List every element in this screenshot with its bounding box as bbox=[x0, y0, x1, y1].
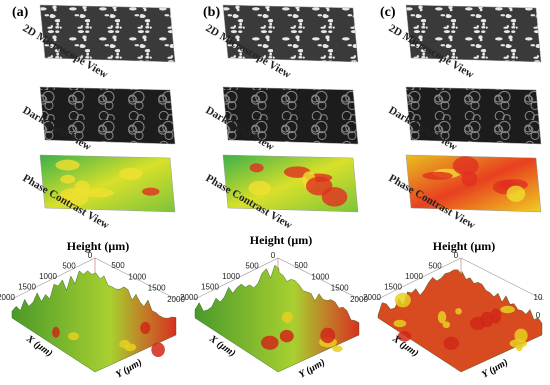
plot-title: Height (μm) bbox=[67, 239, 129, 253]
microscope-layer bbox=[222, 4, 359, 63]
x-tick-label: 2000 bbox=[0, 293, 15, 302]
height-surface bbox=[194, 264, 360, 373]
surface-peak bbox=[68, 332, 80, 341]
surface-peak bbox=[393, 319, 407, 328]
y-tick-label: 2000 bbox=[167, 295, 185, 304]
y-tick-label: 1000 bbox=[128, 272, 146, 281]
x-tick-label: 1500 bbox=[201, 283, 219, 292]
y-tick-label: 10 bbox=[534, 293, 543, 302]
surface-peak bbox=[320, 327, 336, 344]
y-tick-label: 1500 bbox=[331, 284, 349, 293]
surface-peak bbox=[514, 328, 528, 343]
phase-blob bbox=[305, 176, 333, 196]
surface-peak bbox=[397, 331, 412, 342]
phase-blob bbox=[249, 163, 264, 173]
surface-peak bbox=[140, 321, 151, 335]
panel-label: (b) bbox=[203, 5, 220, 20]
x-tick-label: 500 bbox=[428, 262, 442, 271]
microscope-layer bbox=[405, 4, 542, 63]
surface-peak bbox=[281, 311, 293, 323]
surface-peak bbox=[500, 305, 515, 314]
plot-title: Height (μm) bbox=[433, 239, 495, 253]
phase-blob bbox=[58, 187, 89, 207]
x-tick-label: 1500 bbox=[18, 283, 36, 292]
x-tick-label: 0 bbox=[88, 251, 93, 260]
surface-peak bbox=[394, 292, 411, 308]
y-tick-label: 1000 bbox=[311, 272, 329, 281]
surface-peak bbox=[332, 345, 343, 353]
dark-field-layer bbox=[405, 86, 542, 145]
x-tick-label: 2000 bbox=[363, 293, 381, 302]
x-tick-label: 1000 bbox=[39, 272, 57, 281]
phase-blob bbox=[142, 187, 160, 196]
surface-peak bbox=[52, 326, 60, 338]
phase-blob bbox=[452, 156, 479, 176]
surface-peak bbox=[480, 311, 494, 328]
y-tick-label: 500 bbox=[111, 261, 125, 270]
panel-label: (c) bbox=[380, 5, 396, 20]
y-tick-label: 1500 bbox=[148, 284, 166, 293]
microscope-layer bbox=[39, 4, 176, 63]
phase-blob bbox=[422, 171, 453, 180]
phase-blob bbox=[55, 159, 80, 171]
phase-blob bbox=[60, 174, 76, 184]
x-tick-label: 0 bbox=[454, 251, 459, 260]
x-tick-label: 1000 bbox=[222, 272, 240, 281]
surface-peak bbox=[279, 329, 294, 343]
phase-blob bbox=[84, 188, 114, 198]
surface-peak bbox=[437, 311, 447, 324]
x-tick-label: 500 bbox=[62, 262, 76, 271]
phase-blob bbox=[506, 185, 526, 202]
phase-blob bbox=[118, 167, 143, 180]
x-tick-label: 500 bbox=[245, 262, 259, 271]
x-tick-label: 1000 bbox=[405, 272, 423, 281]
panel-label: (a) bbox=[12, 5, 29, 20]
x-tick-label: 0 bbox=[271, 251, 276, 260]
dark-field-layer bbox=[39, 86, 176, 145]
x-tick-label: 1500 bbox=[384, 283, 402, 292]
phase-blob bbox=[248, 180, 271, 196]
x-tick-label: 2000 bbox=[180, 293, 198, 302]
surface-peak bbox=[261, 335, 279, 350]
surface-peak bbox=[490, 308, 502, 324]
surface-peak bbox=[124, 343, 137, 352]
y-tick-label: 2000 bbox=[350, 295, 368, 304]
surface-peak bbox=[442, 321, 451, 329]
dark-field-layer bbox=[222, 86, 359, 145]
plot-title: Height (μm) bbox=[250, 233, 312, 247]
surface-peak bbox=[151, 342, 165, 358]
surface-peak bbox=[455, 308, 462, 315]
surface-peak bbox=[443, 336, 459, 350]
y-tick-label: 0 bbox=[536, 311, 541, 320]
y-tick-label: 500 bbox=[294, 261, 308, 270]
